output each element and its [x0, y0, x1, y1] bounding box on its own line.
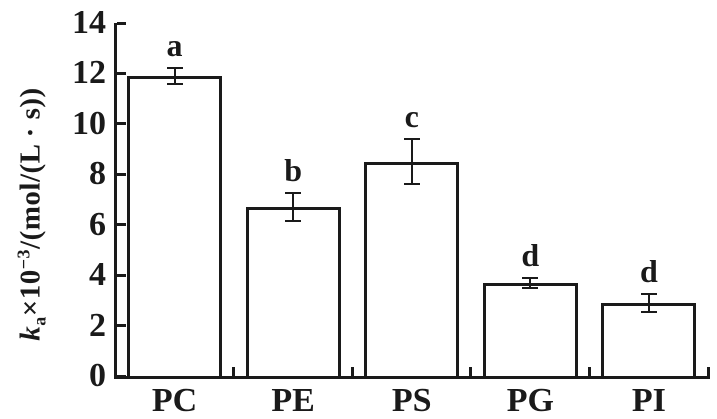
x-axis-tick	[469, 367, 473, 376]
error-bar-stem-pi	[647, 294, 650, 312]
y-tick-label: 12	[72, 54, 106, 92]
significance-letter-ps: c	[404, 97, 419, 134]
bar-pi	[601, 302, 697, 379]
x-tick-label-pg: PG	[506, 382, 554, 419]
x-tick-label-pc: PC	[151, 382, 198, 419]
x-tick-label-pi: PI	[631, 382, 666, 419]
y-axis-tick	[117, 273, 126, 277]
y-axis-label-k: k	[14, 325, 47, 341]
error-bar-stem-pc	[173, 68, 176, 84]
x-tick-label-ps: PS	[391, 382, 432, 419]
y-axis-tick	[117, 172, 126, 176]
x-axis-tick	[232, 367, 235, 376]
y-axis-tick	[117, 324, 126, 328]
y-tick-label: 2	[89, 306, 106, 344]
error-bar-cap-top-pe	[285, 192, 302, 195]
x-axis-line	[114, 376, 710, 379]
error-bar-cap-top-pg	[522, 276, 539, 279]
significance-letter-pg: d	[521, 236, 540, 273]
y-axis-label: ka×10−3/(mol/(L · s))	[13, 87, 50, 340]
error-bar-cap-bottom-ps	[403, 183, 420, 186]
x-axis-tick	[350, 367, 354, 376]
y-tick-label: 10	[72, 104, 106, 142]
y-axis-label-exponent: −3	[13, 248, 34, 270]
error-bar-stem-pe	[292, 193, 295, 221]
error-bar-cap-top-pi	[640, 293, 657, 296]
error-bar-cap-top-ps	[403, 137, 420, 140]
y-axis-label-unit: /(mol/(L · s))	[14, 87, 47, 249]
y-axis-label-subscript: a	[29, 316, 50, 326]
y-tick-label: 6	[89, 205, 106, 243]
bar-pg	[482, 282, 578, 379]
y-axis-tick	[117, 71, 126, 75]
error-bar-stem-pg	[529, 277, 532, 288]
bar-ps	[364, 161, 460, 379]
y-tick-label: 14	[72, 4, 106, 41]
x-axis-tick	[707, 367, 710, 376]
error-bar-cap-bottom-pc	[166, 82, 183, 85]
bar-pe	[245, 207, 341, 379]
y-axis-tick	[117, 21, 126, 25]
y-axis-label-times: ×10	[14, 269, 47, 317]
bar-pc	[127, 75, 222, 379]
y-tick-label: 4	[89, 256, 106, 294]
error-bar-stem-ps	[410, 138, 413, 185]
error-bar-cap-bottom-pg	[522, 286, 539, 289]
significance-letter-pe: b	[284, 152, 302, 189]
y-tick-label: 8	[89, 155, 106, 193]
y-axis-tick	[117, 223, 126, 227]
x-tick-label-pe: PE	[271, 382, 315, 419]
error-bar-cap-bottom-pe	[285, 219, 302, 222]
y-axis-line	[114, 23, 117, 379]
y-axis-tick	[117, 122, 126, 126]
x-axis-tick	[587, 367, 591, 376]
significance-letter-pi: d	[639, 253, 658, 290]
error-bar-cap-bottom-pi	[640, 310, 657, 313]
y-tick-label: 0	[89, 357, 106, 394]
error-bar-cap-top-pc	[166, 67, 183, 70]
significance-letter-pc: a	[166, 27, 183, 64]
